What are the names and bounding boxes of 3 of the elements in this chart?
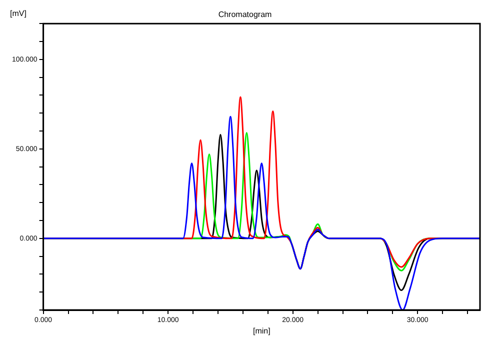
y-axis-title: [mV] bbox=[10, 9, 26, 18]
chart-title: Chromatogram bbox=[218, 10, 272, 20]
x-axis-title: [min] bbox=[252, 326, 270, 336]
